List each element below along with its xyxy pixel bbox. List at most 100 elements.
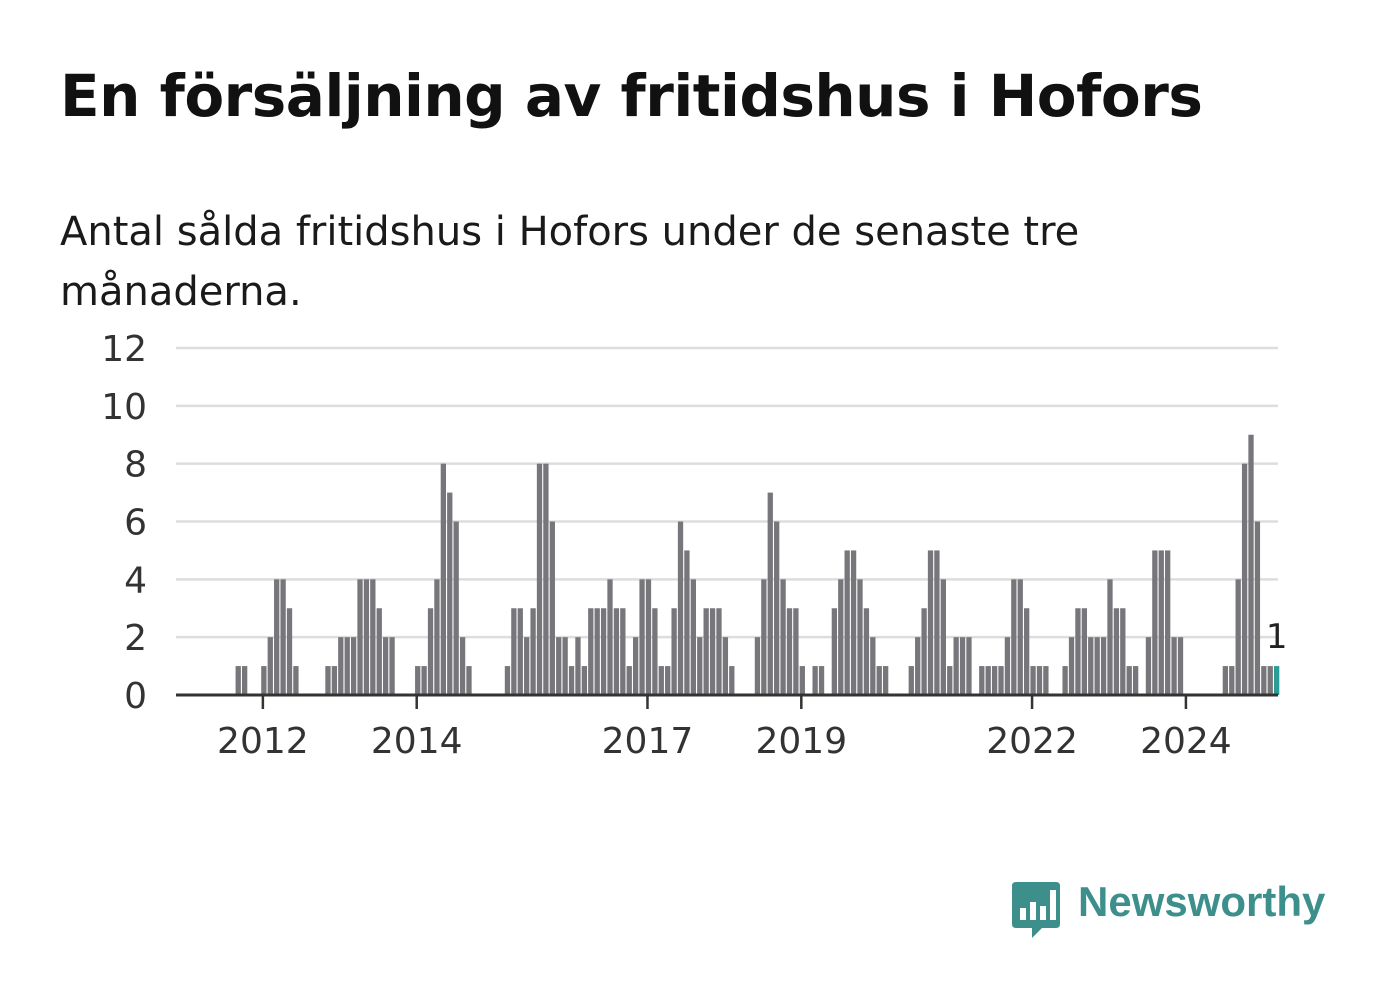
bar <box>722 637 729 695</box>
bar <box>331 666 338 695</box>
bar <box>1011 579 1017 695</box>
bar <box>652 608 658 695</box>
bar <box>1171 637 1177 695</box>
bar <box>376 608 382 695</box>
bar <box>716 608 722 695</box>
newsworthy-logo: Newsworthy <box>1010 878 1330 948</box>
bar <box>818 666 825 695</box>
bar <box>581 666 588 695</box>
bar <box>286 608 293 695</box>
chart-title: En försäljning av fritidshus i Hofors <box>60 62 1203 130</box>
bar <box>241 666 248 695</box>
x-tick-label: 2012 <box>217 721 309 762</box>
bar <box>799 666 805 695</box>
y-tick-label: 0 <box>124 676 147 717</box>
bar <box>1062 666 1068 695</box>
bar <box>363 579 370 695</box>
x-axis <box>176 693 1278 709</box>
bar <box>767 492 773 695</box>
bar <box>543 463 549 695</box>
bar-highlighted <box>1274 666 1280 695</box>
bar <box>1152 550 1158 695</box>
y-tick-label: 6 <box>124 503 147 544</box>
bar <box>568 666 575 695</box>
bar <box>274 579 280 695</box>
bar <box>434 579 440 695</box>
bar <box>677 521 684 695</box>
bar <box>838 579 844 695</box>
bar <box>1235 579 1241 695</box>
bar <box>908 666 914 695</box>
bar <box>1165 550 1171 695</box>
bar <box>594 608 600 695</box>
bar <box>261 666 267 695</box>
y-tick-label: 8 <box>124 445 147 486</box>
bar <box>1094 637 1100 695</box>
x-tick-label: 2019 <box>755 721 847 762</box>
bar <box>1113 608 1120 695</box>
gridlines <box>176 346 1278 639</box>
bar <box>530 608 536 695</box>
bar <box>940 579 946 695</box>
bar <box>325 666 331 695</box>
bar <box>421 666 427 695</box>
bar <box>697 637 703 695</box>
bar <box>882 666 889 695</box>
bar <box>863 608 870 695</box>
bar <box>639 579 645 695</box>
bar <box>658 666 664 695</box>
bar <box>793 608 799 695</box>
bar <box>754 637 761 695</box>
bar <box>665 666 671 695</box>
bar <box>453 521 459 695</box>
bar <box>447 492 453 695</box>
y-tick-label: 12 <box>101 329 147 370</box>
bar <box>357 579 363 695</box>
bar <box>645 579 652 695</box>
bar <box>1081 608 1087 695</box>
brand-name: Newsworthy <box>1078 878 1326 925</box>
bar <box>979 666 985 695</box>
bar <box>427 608 434 695</box>
y-axis-labels: 0 2 4 6 8 10 12 <box>101 329 147 717</box>
x-axis-labels: 2012 2014 2017 2019 2022 2024 <box>217 721 1232 762</box>
bar <box>562 637 568 695</box>
bar <box>703 608 709 695</box>
x-tick-label: 2014 <box>371 721 463 762</box>
bar <box>1267 666 1273 695</box>
bar <box>556 637 562 695</box>
bar <box>293 666 299 695</box>
bar <box>466 666 472 695</box>
bar <box>1261 666 1267 695</box>
bar <box>1120 608 1126 695</box>
bar <box>524 637 530 695</box>
x-tick-label: 2017 <box>602 721 694 762</box>
bar <box>1158 550 1164 695</box>
bar <box>812 666 818 695</box>
bar <box>1075 608 1081 695</box>
bar <box>1254 521 1261 695</box>
bar <box>440 463 446 695</box>
bar <box>575 637 581 695</box>
bar <box>613 608 620 695</box>
bar <box>1100 637 1107 695</box>
bar <box>1241 463 1248 695</box>
bar <box>280 579 286 695</box>
bar <box>588 608 594 695</box>
bar <box>831 608 838 695</box>
bar <box>504 666 511 695</box>
bar <box>870 637 876 695</box>
bar <box>517 608 523 695</box>
annotations: 1 <box>1266 617 1288 657</box>
x-tick-label: 2024 <box>1140 721 1232 762</box>
bar <box>985 666 991 695</box>
bar <box>1126 666 1132 695</box>
bar <box>626 666 632 695</box>
bar <box>991 666 998 695</box>
bar <box>1248 434 1254 695</box>
bar <box>876 666 882 695</box>
bar <box>966 637 972 695</box>
bar <box>1024 608 1030 695</box>
bar <box>370 579 376 695</box>
